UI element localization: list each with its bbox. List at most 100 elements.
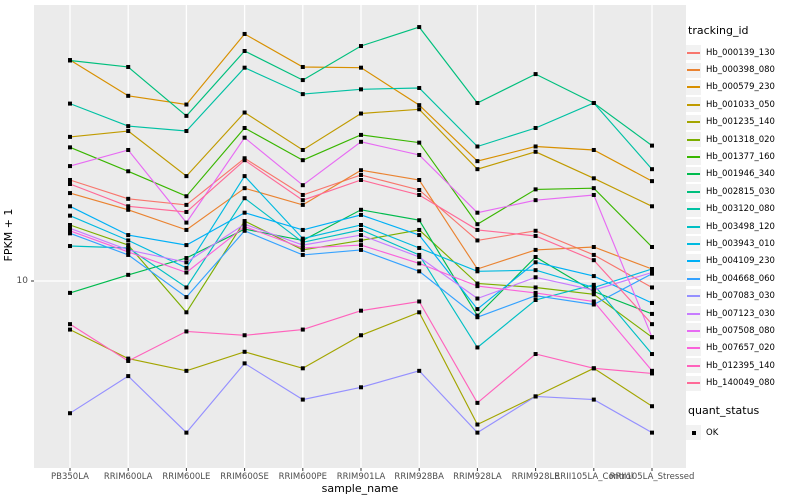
data-point (533, 352, 538, 357)
data-point (417, 245, 422, 250)
legend-entry: Hb_000579_230 (686, 79, 798, 96)
data-point (417, 269, 422, 274)
data-point (68, 182, 72, 187)
data-point (650, 300, 654, 305)
data-point (359, 212, 363, 217)
quant-label: OK (706, 427, 719, 438)
data-point (184, 194, 189, 199)
legend-entry: Hb_003943_010 (686, 235, 798, 252)
data-point (650, 352, 654, 357)
data-point (417, 227, 422, 232)
data-point (126, 204, 131, 209)
x-tick-label: RRIM600LA (103, 472, 153, 482)
data-point (475, 281, 480, 286)
data-point (359, 132, 363, 137)
data-point (591, 292, 596, 297)
legend-entry: Hb_003120_080 (686, 201, 798, 218)
legend-entry: Hb_001235_140 (686, 114, 798, 131)
legend-label: Hb_007083_030 (706, 291, 775, 302)
legend-entry: Hb_007083_030 (686, 287, 798, 304)
data-point (242, 174, 247, 179)
legend-key-swatch (686, 62, 701, 78)
data-point (184, 430, 189, 435)
data-point (475, 167, 480, 172)
data-point (68, 213, 72, 218)
legend-color-line (687, 86, 700, 89)
data-point (591, 100, 596, 105)
data-point (591, 288, 596, 293)
legend-label: Hb_001235_140 (706, 117, 775, 128)
data-point (591, 252, 596, 257)
legend-label: Hb_001946_340 (706, 169, 775, 180)
data-point (68, 204, 72, 209)
legend-color-line (687, 173, 700, 176)
data-point (68, 58, 72, 63)
data-point (126, 356, 131, 361)
data-point (650, 430, 654, 435)
data-point (126, 252, 131, 257)
data-point (300, 236, 305, 241)
data-point (591, 282, 596, 287)
data-point (300, 192, 305, 197)
data-point (300, 202, 305, 207)
data-point (68, 244, 72, 249)
data-point (68, 226, 72, 231)
data-point (300, 252, 305, 257)
legend-label: Hb_007123_030 (706, 308, 775, 319)
data-point (650, 179, 654, 184)
x-tick-label: RRII105LA_Control (554, 472, 634, 482)
data-point (300, 183, 305, 188)
data-point (68, 134, 72, 139)
data-point (650, 266, 654, 271)
data-point (475, 144, 480, 149)
data-point (591, 176, 596, 181)
data-point (533, 293, 538, 298)
data-point (475, 269, 480, 274)
data-point (417, 192, 422, 197)
data-point (359, 308, 363, 313)
data-point (591, 302, 596, 307)
data-point (359, 238, 363, 243)
data-point (184, 270, 189, 275)
data-point (184, 209, 189, 214)
data-point (300, 78, 305, 83)
data-point (242, 349, 247, 354)
data-point (68, 222, 72, 227)
y-tick-label: 10 (16, 276, 28, 286)
legend-entry: Hb_012395_140 (686, 357, 798, 374)
legend: tracking_id Hb_000139_130 Hb_000398_080 Hb… (686, 24, 798, 441)
data-point (242, 219, 247, 224)
data-point (68, 231, 72, 236)
data-point (359, 243, 363, 248)
data-point (417, 140, 422, 145)
legend-entry: Hb_000398_080 (686, 61, 798, 78)
data-point (126, 207, 131, 212)
legend-entry: Hb_004668_060 (686, 270, 798, 287)
legend-entry: Hb_002815_030 (686, 183, 798, 200)
data-point (650, 311, 654, 316)
data-point (242, 210, 247, 215)
data-point (300, 147, 305, 152)
data-point (650, 244, 654, 249)
legend-color-line (687, 329, 700, 332)
y-axis-title: FPKM + 1 (2, 208, 15, 262)
data-point (533, 297, 538, 302)
data-point (417, 368, 422, 373)
data-point (359, 65, 363, 70)
legend-key-swatch (686, 288, 701, 304)
data-point (68, 322, 72, 327)
legend-label: Hb_001377_160 (706, 152, 775, 163)
data-point (417, 85, 422, 90)
legend-color-line (687, 347, 700, 350)
data-point (300, 245, 305, 250)
legend-color-line (687, 121, 700, 124)
legend-key-swatch (686, 306, 701, 322)
legend-key-swatch (686, 184, 701, 200)
data-point (126, 233, 131, 238)
data-point (650, 285, 654, 290)
data-point (242, 224, 247, 229)
data-point (533, 254, 538, 259)
legend-key-swatch (686, 271, 701, 287)
data-point (359, 139, 363, 144)
legend-label: Hb_001318_020 (706, 134, 775, 145)
